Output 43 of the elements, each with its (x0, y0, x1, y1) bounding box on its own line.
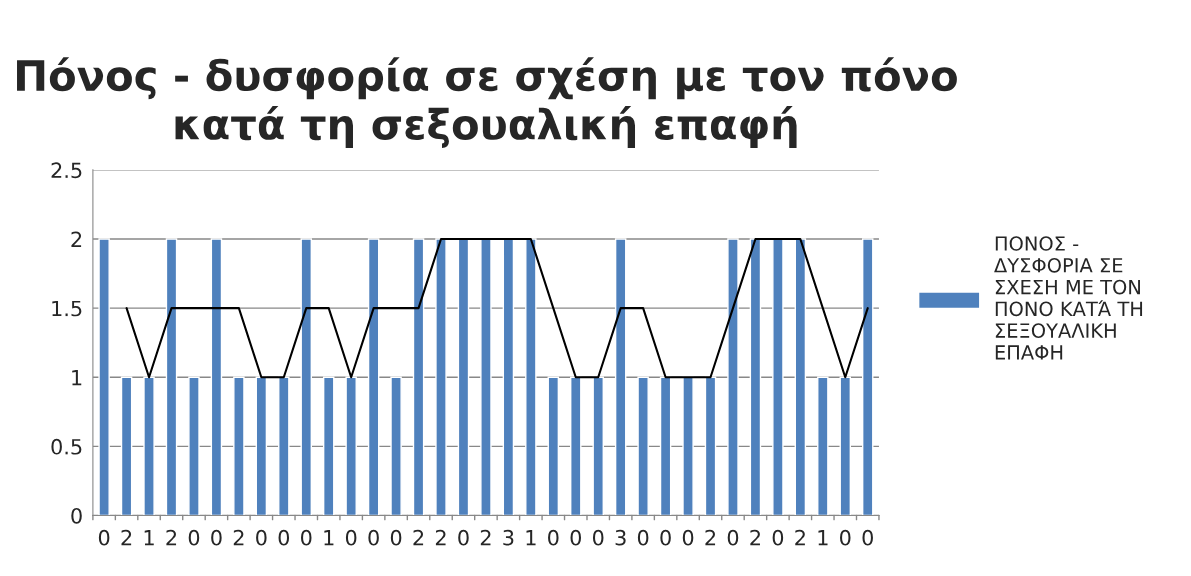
x-tick-label: 1 (818, 530, 828, 546)
x-tick-label: 2 (705, 529, 716, 546)
x-tick-label: 2 (233, 529, 244, 546)
x-tick-label: 0 (727, 529, 739, 546)
x-tick-label: 0 (772, 529, 784, 546)
x-tick-label: 2 (750, 529, 760, 546)
y-tick-label: 0.5 (51, 438, 82, 455)
x-tick-label: 0 (301, 529, 312, 546)
x-tick-label: 0 (840, 529, 851, 546)
x-tick-label: 0 (548, 529, 559, 546)
x-tick-label: 0 (458, 529, 469, 546)
x-tick-label: 0 (211, 529, 222, 546)
y-tick-label: 1 (72, 370, 82, 386)
chart-title: Πόνος - δυσφορία σε σχέση με τον πόνο κατά τη σεξουαλική επαφή (17, 57, 957, 149)
x-tick-label: 2 (435, 529, 446, 546)
x-tick-label: 0 (390, 529, 402, 546)
x-tick-label: 2 (121, 529, 132, 546)
x-tick-label: 0 (660, 529, 671, 546)
x-tick-label: 2 (166, 529, 177, 546)
x-tick-label: 0 (637, 529, 649, 546)
legend-label: ΠΟΝΟΣ - ΔΥΣΦΟΡΙΑ ΣΕ ΣΧΕΣΗ ΜΕ ΤΟΝ ΠΟΝΟ ΚΑΤΆ ΤΗ ΣΕΞΟΥΑΛΙΚΗ ΕΠΑΦΗ (994, 236, 1143, 360)
y-tick-label: 0 (71, 507, 82, 524)
x-tick-label: 0 (570, 529, 582, 546)
x-tick-label: 0 (682, 529, 694, 546)
x-tick-label: 2 (413, 529, 424, 546)
x-tick-label: 1 (324, 530, 334, 546)
x-tick-label: 2 (480, 529, 491, 546)
x-tick-label: 0 (862, 529, 873, 546)
y-tick-label: 1.5 (52, 300, 82, 317)
x-tick-label: 0 (278, 529, 290, 546)
y-tick-label: 2 (71, 231, 82, 247)
x-tick-label: 0 (188, 529, 200, 546)
x-tick-label: 3 (503, 529, 514, 546)
x-tick-label: 1 (144, 530, 154, 546)
x-tick-label: 0 (345, 529, 357, 546)
x-tick-label: 3 (615, 529, 626, 546)
y-tick-label: 2.5 (51, 162, 82, 179)
x-tick-label: 0 (592, 529, 604, 546)
x-tick-label: 2 (795, 529, 805, 546)
x-tick-label: 0 (368, 529, 379, 546)
x-tick-label: 1 (526, 530, 536, 546)
x-tick-label: 0 (256, 529, 267, 546)
x-tick-label: 0 (98, 529, 110, 546)
